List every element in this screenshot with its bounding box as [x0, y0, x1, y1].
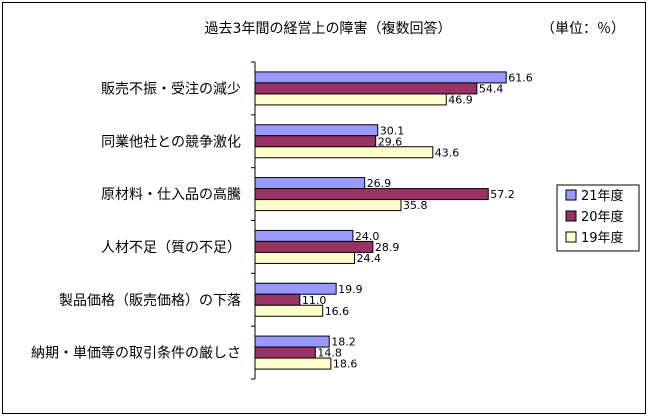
bar-1-1 — [254, 71, 507, 84]
legend-swatch-1 — [565, 189, 577, 201]
data-label-2-2: 29.6 — [378, 135, 403, 148]
bars-layer: 販売不振・受注の減少 61.6 54.4 46.9 同業他社との競争激化 30.129.6… — [31, 61, 533, 380]
bar-3-4 — [254, 251, 356, 264]
category-label-4: 人材不足（質の不足） — [101, 240, 241, 256]
chart-frame: 過去3年間の経営上の障害（複数回答） （単位：％） 販売不振・受注の減少 61.6… — [2, 2, 646, 414]
data-label-1-6: 18.2 — [331, 336, 356, 349]
bar-3-2 — [254, 146, 434, 159]
legend-swatch-3 — [565, 231, 577, 243]
category-label-6: 納期・単価等の取引条件の厳しさ — [31, 345, 241, 362]
data-label-1-2: 30.1 — [380, 124, 405, 137]
unit-label: （単位：％） — [541, 21, 625, 37]
legend-label-3: 19年度 — [581, 230, 624, 246]
bar-3-3 — [254, 199, 402, 212]
bar-2-5 — [254, 293, 301, 306]
data-label-2-1: 54.4 — [479, 82, 504, 95]
data-label-1-3: 26.9 — [367, 177, 392, 190]
legend-swatch-2 — [565, 210, 577, 222]
bar-1-4 — [254, 229, 354, 242]
legend-label-1: 21年度 — [581, 188, 624, 204]
bar-chart: 過去3年間の経営上の障害（複数回答） （単位：％） 販売不振・受注の減少 61.6… — [31, 20, 640, 380]
legend-label-2: 20年度 — [581, 209, 624, 225]
bar-1-3 — [254, 177, 366, 190]
data-label-3-1: 46.9 — [448, 93, 473, 106]
data-label-2-6: 14.8 — [317, 347, 342, 360]
bar-2-3 — [254, 188, 489, 201]
data-label-2-3: 57.2 — [490, 188, 515, 201]
chart-title: 過去3年間の経営上の障害（複数回答） — [205, 20, 452, 37]
bar-1-2 — [254, 124, 379, 137]
data-label-1-4: 24.0 — [355, 230, 380, 243]
data-label-3-5: 16.6 — [325, 305, 350, 318]
category-label-2: 同業他社との競争激化 — [101, 133, 241, 150]
data-label-3-2: 43.6 — [435, 146, 460, 159]
bar-2-6 — [254, 346, 316, 359]
bar-3-5 — [254, 304, 324, 317]
data-label-3-6: 18.6 — [333, 358, 358, 371]
bar-1-5 — [254, 282, 337, 295]
data-label-1-1: 61.6 — [508, 71, 533, 84]
data-label-3-3: 35.8 — [403, 199, 428, 212]
bar-2-2 — [254, 135, 377, 148]
data-label-3-4: 24.4 — [357, 252, 382, 265]
category-label-3: 原材料・仕入品の高騰 — [101, 186, 241, 203]
legend: 21年度 20年度 19年度 — [556, 184, 640, 252]
data-label-1-5: 19.9 — [338, 283, 363, 296]
data-label-2-4: 28.9 — [375, 241, 400, 254]
category-label-1: 販売不振・受注の減少 — [101, 80, 241, 97]
bar-2-1 — [254, 82, 478, 95]
data-label-2-5: 11.0 — [302, 294, 327, 307]
bar-2-4 — [254, 240, 374, 253]
bar-3-1 — [254, 93, 447, 106]
bar-1-6 — [254, 335, 330, 348]
category-label-5: 製品価格（販売価格）の下落 — [59, 293, 241, 309]
bar-3-6 — [254, 357, 332, 370]
